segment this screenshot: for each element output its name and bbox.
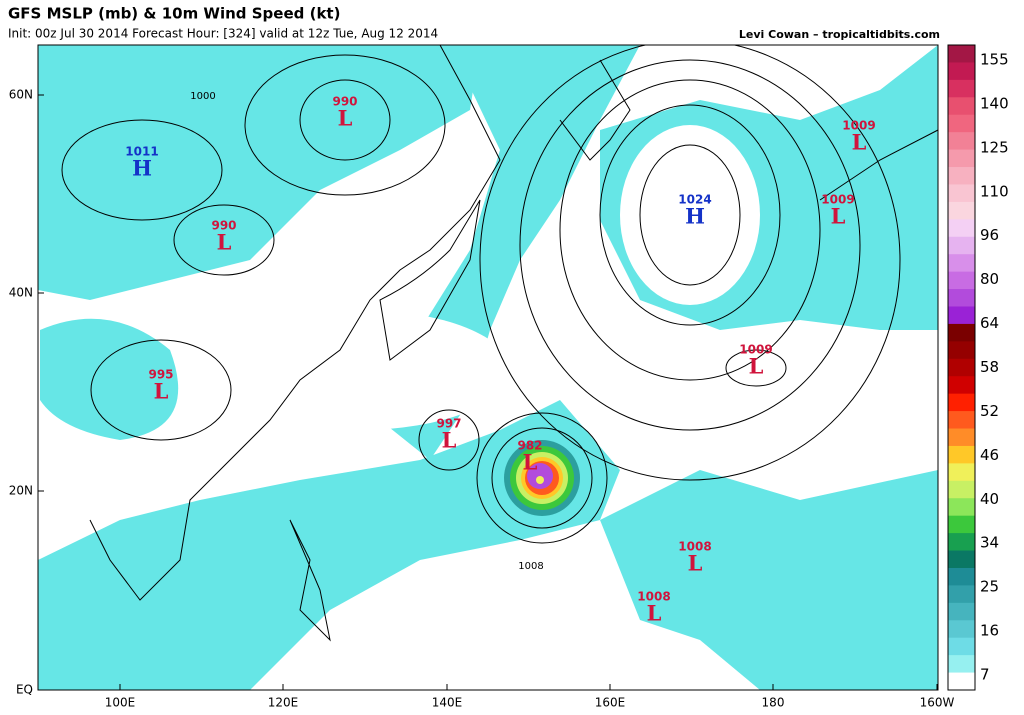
coastlines — [89, 45, 938, 642]
colorbar-label: 64 — [980, 314, 999, 332]
pressure-value: 1011 — [125, 145, 158, 159]
colorbar-label: 58 — [980, 358, 999, 376]
pressure-value: 1024 — [678, 193, 711, 207]
map-area — [38, 45, 938, 690]
lon-label: 100E — [105, 696, 136, 710]
colorbar-bin — [948, 184, 975, 203]
lon-label: 120E — [268, 696, 299, 710]
colorbar-bin — [948, 585, 975, 604]
colorbar-label: 40 — [980, 490, 999, 508]
pressure-value: 982 — [517, 439, 542, 453]
colorbar-bin — [948, 306, 975, 325]
colorbar-label: 25 — [980, 578, 999, 596]
colorbar-bin — [948, 376, 975, 395]
colorbar-label: 110 — [980, 182, 1009, 200]
pressure-symbol: L — [154, 379, 169, 404]
colorbar-bin — [948, 655, 975, 674]
pressure-symbol: L — [749, 354, 764, 379]
colorbar-bin — [948, 132, 975, 151]
colorbar-bin — [948, 533, 975, 552]
colorbar-bin — [948, 515, 975, 534]
colorbar-bin — [948, 550, 975, 569]
colorbar-label: 52 — [980, 402, 999, 420]
colorbar-bin — [948, 79, 975, 98]
colorbar-bin — [948, 672, 975, 691]
pressure-symbol: L — [852, 130, 867, 155]
colorbar-label: 155 — [980, 51, 1009, 69]
colorbar-bin — [948, 323, 975, 342]
contour-label: 1000 — [190, 91, 215, 102]
lon-label: 140E — [432, 696, 463, 710]
colorbar-bin — [948, 271, 975, 290]
colorbar-bin — [948, 219, 975, 238]
lat-label: 60N — [9, 88, 33, 102]
pressure-value: 1009 — [739, 343, 772, 357]
pressure-value: 1009 — [842, 119, 875, 133]
pressure-symbol: L — [442, 428, 457, 453]
lat-label: 40N — [9, 286, 33, 300]
pressure-value: 997 — [436, 417, 461, 431]
colorbar-label: 34 — [980, 534, 999, 552]
colorbar-bin — [948, 62, 975, 81]
colorbar-bin — [948, 236, 975, 255]
colorbar-bin — [948, 114, 975, 133]
colorbar-bin — [948, 602, 975, 621]
colorbar-bin — [948, 393, 975, 412]
lon-label: 180 — [762, 696, 785, 710]
pressure-symbol: L — [217, 230, 232, 255]
lat-label: 20N — [9, 484, 33, 498]
colorbar-bin — [948, 201, 975, 220]
typhoon-core — [476, 412, 608, 544]
colorbar-bin — [948, 167, 975, 185]
lon-label: 160E — [595, 696, 626, 710]
colorbar-label: 16 — [980, 622, 999, 640]
colorbar-bin — [948, 445, 975, 464]
pressure-symbol: L — [338, 106, 353, 131]
pressure-symbol: L — [523, 450, 538, 475]
colorbar-label: 96 — [980, 226, 999, 244]
map-frame — [37, 44, 939, 691]
colorbar-label: 80 — [980, 270, 999, 288]
colorbar-bin — [948, 289, 975, 307]
colorbar-label: 46 — [980, 446, 999, 464]
pressure-value: 1008 — [637, 590, 670, 604]
pressure-symbol: H — [132, 156, 152, 181]
colorbar-bin — [948, 341, 975, 360]
credit: Levi Cowan – tropicaltidbits.com — [739, 28, 940, 41]
colorbar-bin — [948, 254, 975, 273]
pressure-value: 1009 — [821, 193, 854, 207]
pressure-symbol: H — [685, 204, 705, 229]
pressure-value: 990 — [332, 95, 357, 109]
colorbar-bin — [948, 149, 975, 168]
colorbar-bin — [948, 637, 975, 656]
colorbar-bin — [948, 358, 975, 377]
colorbar-bin — [948, 411, 975, 430]
subtitle: Init: 00z Jul 30 2014 Forecast Hour: [32… — [8, 27, 438, 41]
colorbar-bin — [948, 463, 975, 482]
colorbar-bin — [948, 428, 975, 447]
colorbar-bin — [948, 97, 975, 116]
lon-label: 160W — [920, 696, 955, 710]
colorbar-label: 140 — [980, 94, 1009, 112]
pressure-value: 990 — [211, 219, 236, 233]
isobars — [61, 45, 901, 481]
pressure-symbol: L — [831, 204, 846, 229]
pressure-symbol: L — [688, 551, 703, 576]
colorbar-bin — [948, 45, 975, 63]
colorbar-frame — [947, 44, 976, 691]
pressure-value: 1008 — [678, 540, 711, 554]
lat-label: EQ — [16, 683, 33, 697]
colorbar-bin — [948, 567, 975, 586]
colorbar-label: 125 — [980, 138, 1009, 156]
colorbar-bin — [948, 480, 975, 499]
pressure-value: 995 — [148, 368, 173, 382]
colorbar-bin — [948, 620, 975, 639]
colorbar-label: 7 — [980, 666, 990, 684]
pressure-symbol: L — [647, 601, 662, 626]
contour-label: 1008 — [518, 561, 543, 572]
title: GFS MSLP (mb) & 10m Wind Speed (kt) — [8, 5, 340, 23]
colorbar-bin — [948, 498, 975, 517]
